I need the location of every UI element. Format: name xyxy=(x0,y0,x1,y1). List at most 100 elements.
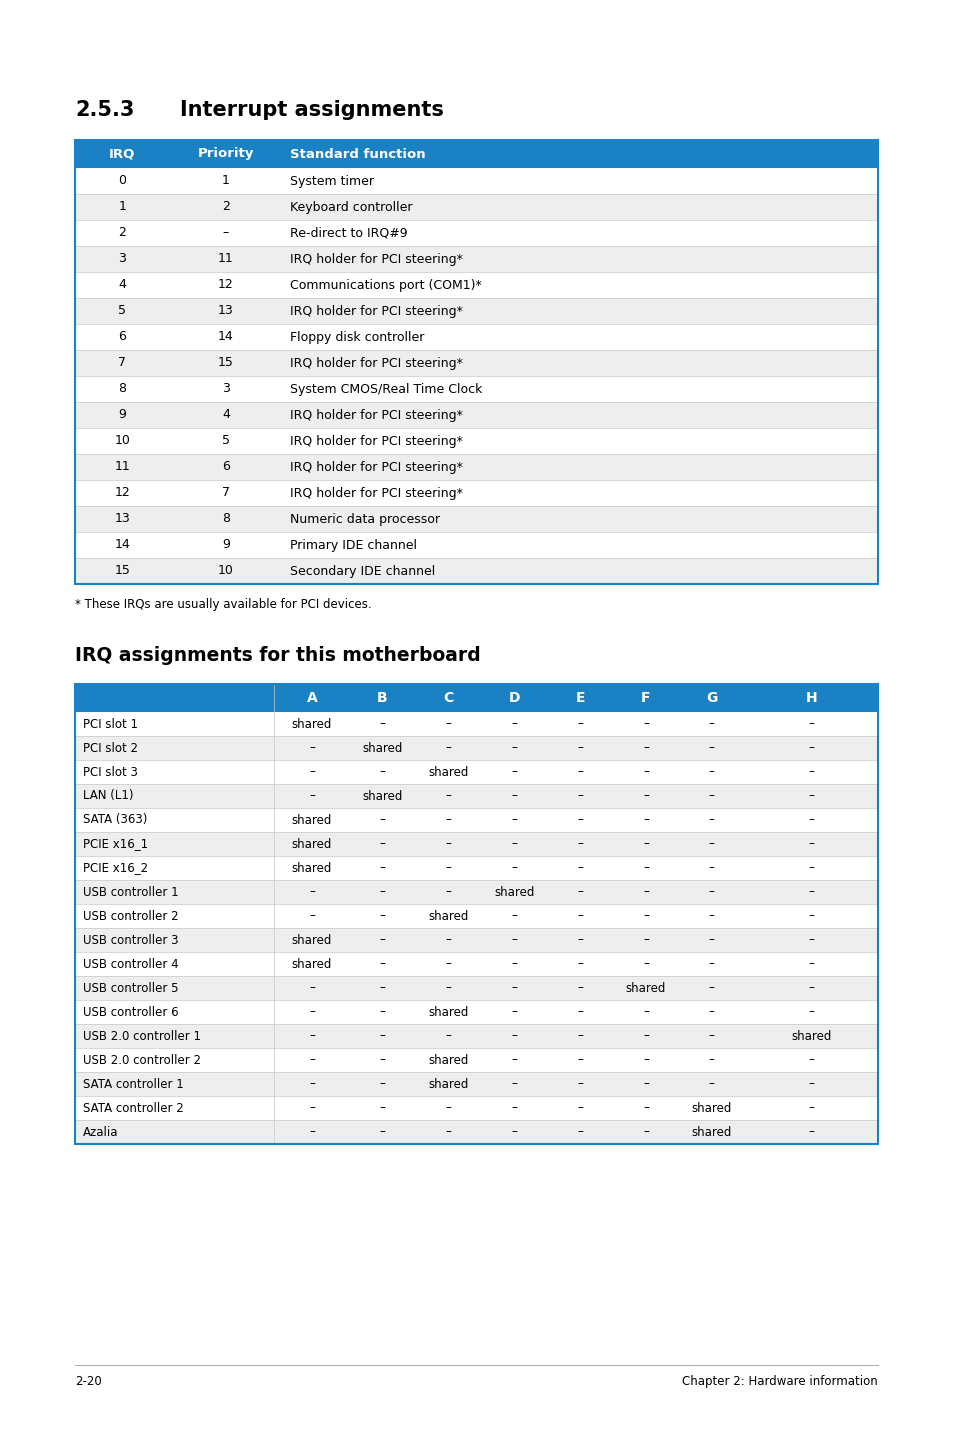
Text: 8: 8 xyxy=(222,512,230,525)
Bar xyxy=(75,429,877,454)
Text: IRQ holder for PCI steering*: IRQ holder for PCI steering* xyxy=(290,460,462,473)
Text: –: – xyxy=(379,1005,385,1018)
Text: –: – xyxy=(577,837,582,850)
Text: –: – xyxy=(642,933,648,946)
Text: shared: shared xyxy=(691,1126,731,1139)
Text: –: – xyxy=(309,1005,314,1018)
Text: –: – xyxy=(511,861,517,874)
Text: IRQ holder for PCI steering*: IRQ holder for PCI steering* xyxy=(290,486,462,499)
Text: shared: shared xyxy=(691,1102,731,1114)
Bar xyxy=(75,194,877,220)
Text: –: – xyxy=(445,861,451,874)
Text: PCI slot 2: PCI slot 2 xyxy=(83,742,138,755)
Text: –: – xyxy=(511,958,517,971)
Text: –: – xyxy=(807,814,814,827)
Text: F: F xyxy=(640,692,650,705)
Text: SATA (363): SATA (363) xyxy=(83,814,147,827)
Bar xyxy=(75,833,877,856)
Text: shared: shared xyxy=(494,886,534,899)
Text: –: – xyxy=(807,765,814,778)
Bar xyxy=(75,272,877,298)
Text: –: – xyxy=(445,789,451,802)
Text: –: – xyxy=(708,886,714,899)
Text: –: – xyxy=(309,982,314,995)
Text: 5: 5 xyxy=(222,434,230,447)
Text: –: – xyxy=(445,933,451,946)
Text: –: – xyxy=(807,718,814,731)
Bar xyxy=(75,454,877,480)
Text: 0: 0 xyxy=(118,174,126,187)
Text: –: – xyxy=(708,958,714,971)
Text: –: – xyxy=(642,909,648,923)
Bar xyxy=(75,246,877,272)
Text: –: – xyxy=(379,1126,385,1139)
Text: –: – xyxy=(807,909,814,923)
Text: D: D xyxy=(508,692,519,705)
Text: –: – xyxy=(708,814,714,827)
Text: 8: 8 xyxy=(118,383,126,395)
Text: Azalia: Azalia xyxy=(83,1126,118,1139)
Text: –: – xyxy=(642,1102,648,1114)
Text: –: – xyxy=(309,1054,314,1067)
Text: –: – xyxy=(223,227,229,240)
Text: USB 2.0 controller 2: USB 2.0 controller 2 xyxy=(83,1054,201,1067)
Bar xyxy=(75,976,877,999)
Text: Primary IDE channel: Primary IDE channel xyxy=(290,538,416,552)
Text: –: – xyxy=(379,933,385,946)
Text: 2: 2 xyxy=(222,200,230,213)
Text: 4: 4 xyxy=(118,279,126,292)
Text: –: – xyxy=(642,1077,648,1090)
Text: shared: shared xyxy=(292,718,332,731)
Text: –: – xyxy=(379,982,385,995)
Text: –: – xyxy=(445,718,451,731)
Bar xyxy=(75,324,877,349)
Text: –: – xyxy=(708,861,714,874)
Text: Standard function: Standard function xyxy=(290,148,425,161)
Bar xyxy=(75,928,877,952)
Text: –: – xyxy=(309,1126,314,1139)
Text: USB controller 3: USB controller 3 xyxy=(83,933,178,946)
Text: IRQ holder for PCI steering*: IRQ holder for PCI steering* xyxy=(290,434,462,447)
Text: shared: shared xyxy=(625,982,665,995)
Text: USB controller 5: USB controller 5 xyxy=(83,982,178,995)
Text: B: B xyxy=(376,692,388,705)
Text: –: – xyxy=(511,909,517,923)
Text: –: – xyxy=(642,718,648,731)
Text: 9: 9 xyxy=(118,408,126,421)
Text: shared: shared xyxy=(292,814,332,827)
Text: –: – xyxy=(577,1005,582,1018)
Text: –: – xyxy=(379,1054,385,1067)
Text: –: – xyxy=(577,765,582,778)
Text: –: – xyxy=(445,1102,451,1114)
Text: –: – xyxy=(642,789,648,802)
Text: –: – xyxy=(708,718,714,731)
Text: –: – xyxy=(642,742,648,755)
Text: H: H xyxy=(804,692,817,705)
Text: 5: 5 xyxy=(118,305,126,318)
Bar xyxy=(75,1071,877,1096)
Text: –: – xyxy=(807,837,814,850)
Text: –: – xyxy=(379,1102,385,1114)
Text: A: A xyxy=(306,692,317,705)
Text: E: E xyxy=(575,692,584,705)
Text: –: – xyxy=(379,765,385,778)
Text: –: – xyxy=(309,886,314,899)
Text: PCI slot 1: PCI slot 1 xyxy=(83,718,138,731)
Text: USB controller 4: USB controller 4 xyxy=(83,958,178,971)
Text: 12: 12 xyxy=(218,279,233,292)
Text: –: – xyxy=(642,1030,648,1043)
Text: 9: 9 xyxy=(222,538,230,552)
Text: 2.5.3: 2.5.3 xyxy=(75,101,134,119)
Bar xyxy=(75,139,877,584)
Text: shared: shared xyxy=(292,861,332,874)
Text: * These IRQs are usually available for PCI devices.: * These IRQs are usually available for P… xyxy=(75,598,372,611)
Text: –: – xyxy=(807,861,814,874)
Text: –: – xyxy=(577,1054,582,1067)
Text: Secondary IDE channel: Secondary IDE channel xyxy=(290,565,435,578)
Text: USB controller 2: USB controller 2 xyxy=(83,909,178,923)
Text: shared: shared xyxy=(362,789,402,802)
Text: –: – xyxy=(708,909,714,923)
Bar xyxy=(75,139,877,168)
Bar xyxy=(75,220,877,246)
Text: –: – xyxy=(577,789,582,802)
